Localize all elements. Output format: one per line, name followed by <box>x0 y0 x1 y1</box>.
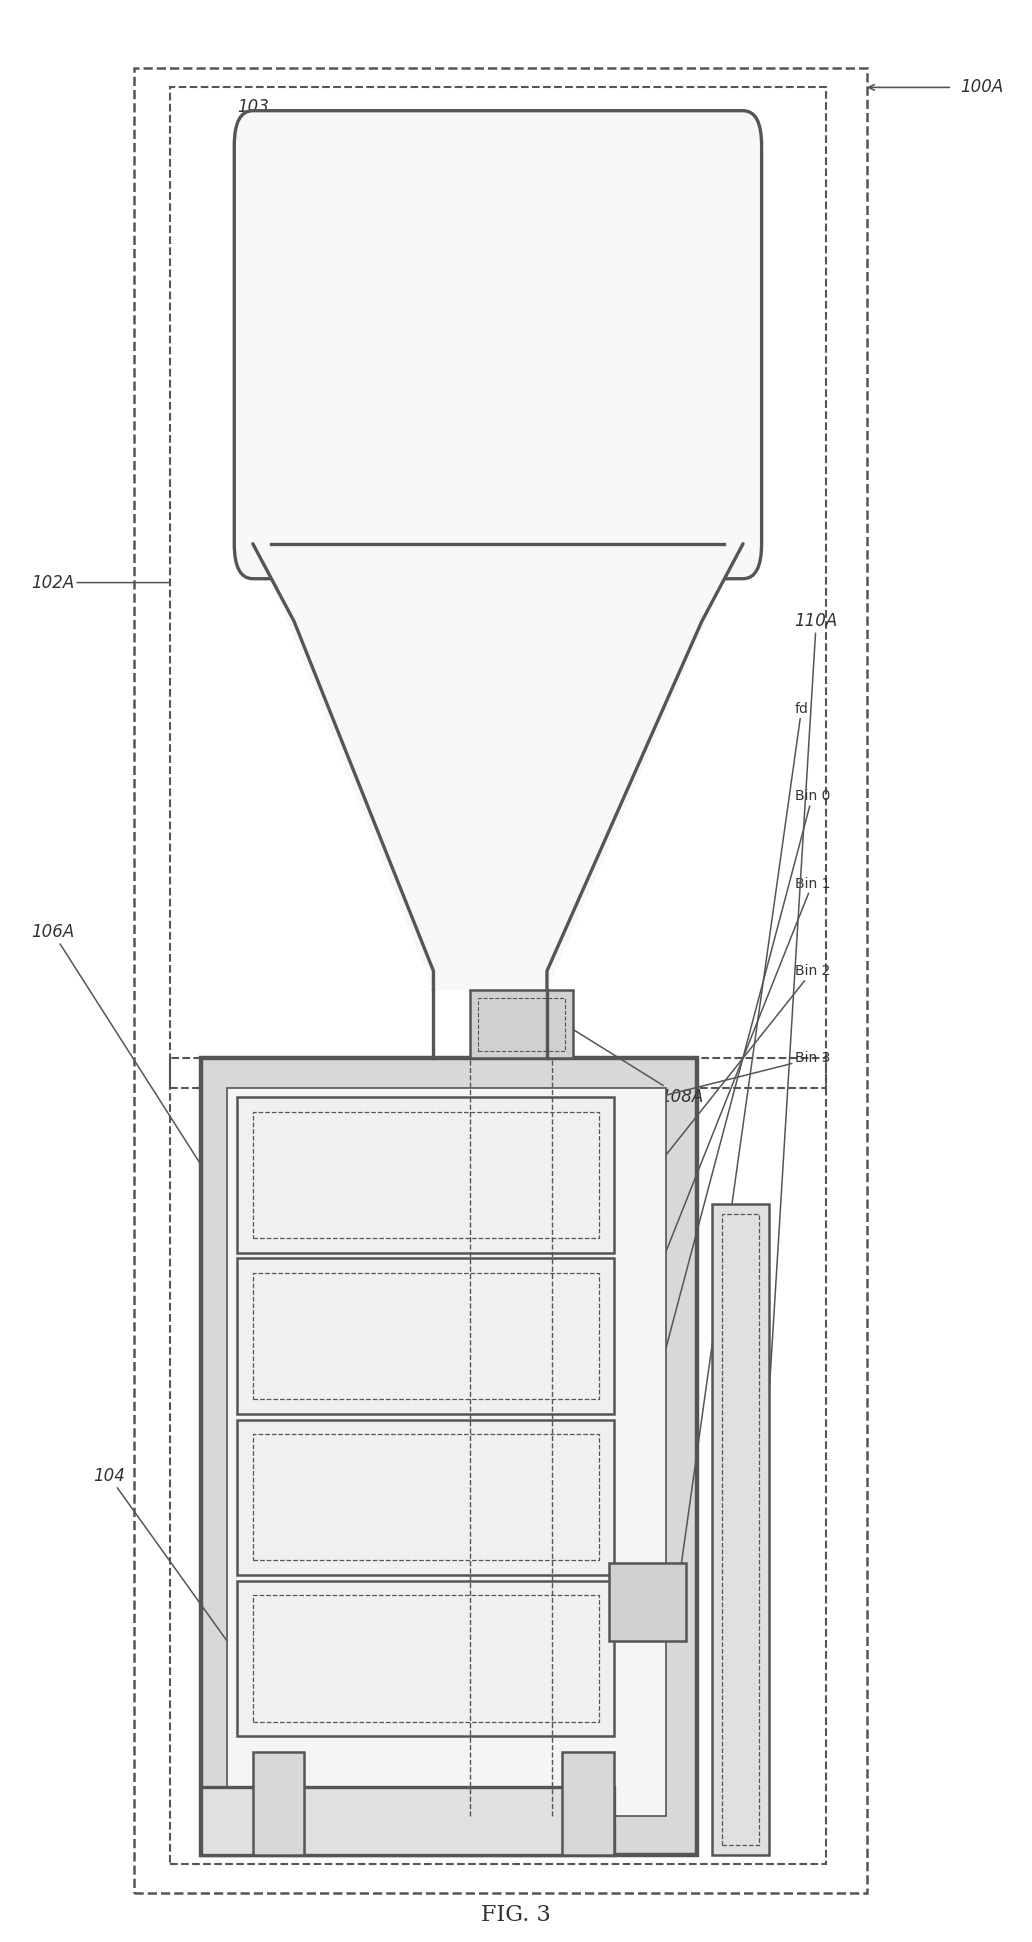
Text: FIG. 3: FIG. 3 <box>481 1905 551 1926</box>
FancyBboxPatch shape <box>237 1097 614 1253</box>
FancyBboxPatch shape <box>201 1787 614 1855</box>
Text: 106A: 106A <box>31 922 201 1165</box>
FancyBboxPatch shape <box>609 1563 686 1641</box>
Text: 102A: 102A <box>31 573 170 592</box>
Text: 104: 104 <box>93 1466 227 1641</box>
FancyBboxPatch shape <box>234 111 762 579</box>
FancyBboxPatch shape <box>237 1258 614 1414</box>
FancyBboxPatch shape <box>562 1752 614 1855</box>
Text: Bin 2: Bin 2 <box>619 963 830 1214</box>
FancyBboxPatch shape <box>712 1204 769 1855</box>
FancyBboxPatch shape <box>227 1088 666 1816</box>
Text: fd: fd <box>676 701 808 1602</box>
Text: 103: 103 <box>237 97 341 175</box>
Text: Bin 3: Bin 3 <box>619 1051 830 1107</box>
FancyBboxPatch shape <box>470 990 573 1058</box>
FancyBboxPatch shape <box>258 505 738 553</box>
FancyBboxPatch shape <box>237 1420 614 1575</box>
FancyBboxPatch shape <box>237 1581 614 1736</box>
FancyBboxPatch shape <box>253 1752 304 1855</box>
Text: Bin 0: Bin 0 <box>619 788 830 1524</box>
Text: Bin 1: Bin 1 <box>619 876 830 1369</box>
Text: 108A: 108A <box>573 1029 704 1107</box>
Polygon shape <box>258 548 738 990</box>
FancyBboxPatch shape <box>201 1058 697 1855</box>
Text: 100A: 100A <box>960 78 1003 97</box>
Text: 110A: 110A <box>769 612 838 1398</box>
